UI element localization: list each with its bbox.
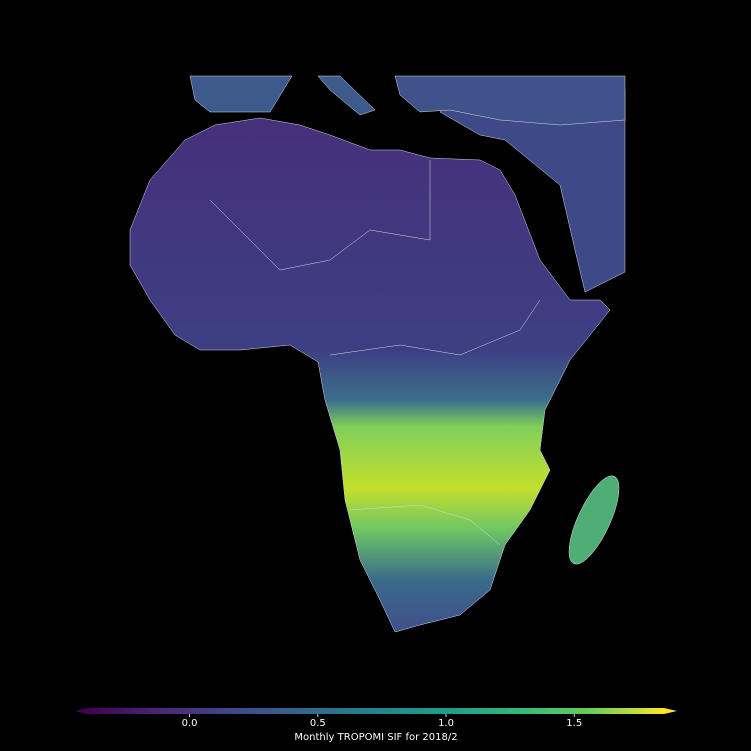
colorbar-tick-label: 1.5 xyxy=(566,718,582,729)
iberia xyxy=(189,75,293,113)
colorbar: Monthly TROPOMI SIF for 2018/2 0.0 0.5 1.0… xyxy=(75,708,677,743)
colorbar-tick-label: 0.5 xyxy=(310,718,326,729)
madagascar xyxy=(568,475,620,565)
map xyxy=(129,75,626,633)
colorbar-body xyxy=(87,708,664,714)
colorbar-extend-low xyxy=(75,708,87,714)
border xyxy=(329,299,541,356)
colorbar-extend-high xyxy=(664,708,677,714)
italy xyxy=(317,75,376,116)
colorbar-tick-label: 1.0 xyxy=(438,718,454,729)
africa xyxy=(129,117,611,633)
border xyxy=(209,160,431,271)
balkans-turkey xyxy=(394,75,626,126)
arabia xyxy=(439,87,626,293)
colorbar-label: Monthly TROPOMI SIF for 2018/2 xyxy=(294,732,457,743)
border xyxy=(349,504,501,546)
colorbar-tick-label: 0.0 xyxy=(182,718,198,729)
